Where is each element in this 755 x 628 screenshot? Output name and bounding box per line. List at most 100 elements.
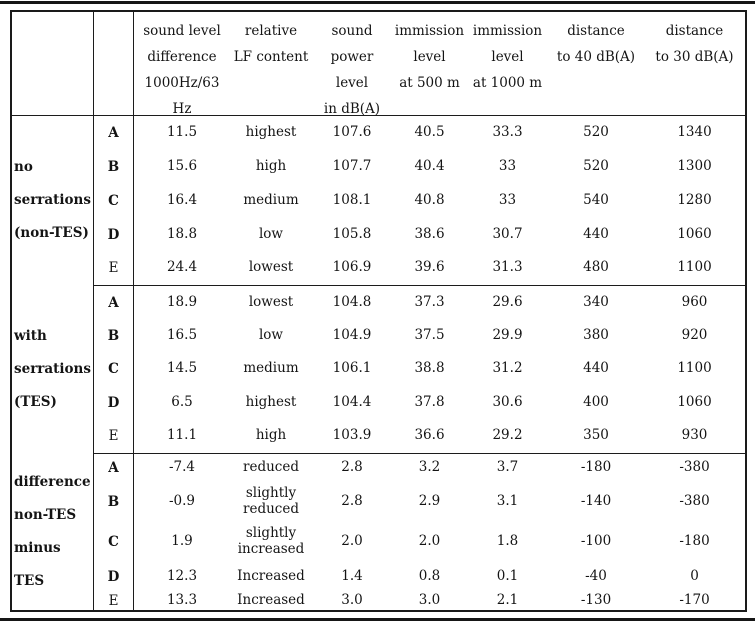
header-sound-power-level: sound power level in dB(A): [312, 12, 392, 117]
value-cell-sound-level-difference: 18.9: [134, 285, 230, 319]
value-cell-distance-to-40-dba: 350: [583, 427, 609, 444]
value-cell-relative-lf-content: highest: [245, 124, 297, 141]
group-label-line: difference: [14, 473, 91, 490]
value-cell-sound-power-level: 104.4: [332, 393, 372, 410]
value-cell-sound-power-level: 106.9: [332, 259, 372, 276]
value-cell-distance-to-30-dba: 920: [681, 326, 708, 343]
value-cell-relative-lf-content: medium: [243, 360, 299, 377]
value-cell-immission-level-1000m: 30.6: [492, 393, 523, 410]
value-cell-relative-lf-content: low: [258, 225, 283, 242]
header-line: to 40 dB(A): [556, 49, 636, 65]
value-cell-relative-lf-content: Increased: [237, 568, 305, 585]
header-line: LF content: [233, 49, 309, 65]
group-label-with-serrations: with serrations (TES): [12, 285, 94, 453]
value-cell-sound-power-level: 108.1: [332, 192, 372, 209]
value-cell-sound-level-difference: 16.5: [166, 326, 198, 343]
group-label-difference-non-tes-minus-tes: difference non-TES minus TES: [12, 453, 94, 610]
value-cell-immission-level-1000m: 1.8: [496, 533, 519, 550]
value-cell-immission-level-500m: 40.4: [414, 158, 445, 175]
value-cell-sound-power-level: 107.7: [332, 158, 372, 175]
value-cell-sound-power-level: 2.8: [341, 492, 363, 509]
header-line: 1000Hz/63 Hz: [144, 75, 220, 117]
value-cell-relative-lf-content: medium: [243, 192, 299, 209]
value-cell-sound-power-level: 3.0: [341, 591, 363, 608]
value-cell-sound-power-level: 107.6: [332, 124, 372, 141]
value-cell-immission-level-1000m: 3.1: [496, 492, 519, 509]
value-cell-immission-level-1000m: 30.7: [492, 225, 523, 242]
value-cell-immission-level-500m: 38.6: [414, 225, 445, 242]
value-cell-distance-to-40-dba: 380: [583, 326, 609, 343]
header-line: sound: [331, 23, 373, 39]
row-letter-no-serrations: B: [94, 150, 134, 184]
value-cell-sound-power-level: 1.4: [341, 568, 363, 585]
value-cell-distance-to-30-dba: -180: [679, 533, 710, 550]
header-immission-level-500m: immission level at 500 m: [392, 12, 467, 116]
group-label-line: serrations: [14, 192, 91, 208]
corner-cell-group-column: [12, 12, 94, 116]
value-cell-distance-to-30-dba: 960: [644, 285, 745, 319]
value-cell-immission-level-500m: 40.8: [414, 192, 445, 209]
value-cell-distance-to-30-dba: 1060: [677, 393, 712, 410]
value-cell-sound-level-difference: 18.8: [166, 225, 198, 242]
value-cell-immission-level-500m: 2.0: [418, 533, 441, 550]
value-cell-sound-level-difference: 13.3: [166, 591, 198, 608]
value-cell-immission-level-500m: 37.3: [392, 285, 467, 319]
value-cell-sound-power-level: 2.0: [341, 533, 363, 550]
value-cell-relative-lf-content: high: [255, 427, 287, 444]
value-cell-distance-to-40-dba: 340: [548, 285, 644, 319]
value-cell-sound-level-difference: 11.1: [166, 427, 198, 444]
value-cell-distance-to-30-dba: 1100: [677, 360, 712, 377]
row-letter-with-serrations: B: [94, 319, 134, 352]
value-cell-sound-level-difference: -7.4: [134, 453, 230, 482]
value-cell-distance-to-30-dba: -170: [679, 591, 710, 608]
header-line: sound level: [143, 23, 221, 39]
value-cell-immission-level-500m: 0.8: [418, 568, 441, 585]
header-line: level: [491, 49, 524, 65]
value-cell-relative-lf-content: reduced: [230, 453, 312, 482]
value-cell-distance-to-30-dba: 930: [681, 427, 708, 444]
acoustics-results-table: sound level difference 1000Hz/63 Hz relativ…: [10, 10, 747, 612]
value-cell-sound-level-difference: 12.3: [166, 568, 198, 585]
group-label-no-serrations: no serrations (non-TES): [12, 116, 94, 285]
value-cell-sound-level-difference: 15.6: [166, 158, 198, 175]
value-cell-immission-level-500m: 36.6: [414, 427, 445, 444]
header-sound-level-difference: sound level difference 1000Hz/63 Hz: [134, 12, 230, 117]
header-distance-to-30-dba: distance to 30 dB(A): [644, 12, 745, 116]
value-cell-distance-to-30-dba: 1300: [677, 158, 712, 175]
value-cell-relative-lf-content: slightly reduced: [243, 484, 299, 517]
corner-cell-variant-column: [94, 12, 134, 116]
value-cell-distance-to-40-dba: 520: [583, 158, 609, 175]
header-line: immission: [394, 23, 465, 39]
row-letter-no-serrations: C: [94, 184, 134, 218]
value-cell-relative-lf-content: highest: [245, 393, 297, 410]
value-cell-distance-to-30-dba: 1340: [677, 124, 712, 141]
header-line: difference: [147, 49, 217, 65]
value-cell-sound-level-difference: 1.9: [171, 533, 193, 550]
value-cell-distance-to-40-dba: 480: [583, 259, 609, 276]
value-cell-distance-to-30-dba: 0: [690, 568, 699, 585]
header-line: relative: [244, 23, 298, 39]
value-cell-immission-level-1000m: 33: [498, 158, 517, 175]
row-letter-with-serrations: E: [94, 419, 134, 453]
header-line: in dB(A): [323, 101, 381, 117]
value-cell-relative-lf-content: lowest: [230, 285, 312, 319]
header-line: level: [335, 75, 369, 91]
bottom-rule: [0, 618, 755, 621]
header-distance-to-40-dba: distance to 40 dB(A): [548, 12, 644, 116]
value-cell-distance-to-30-dba: -380: [679, 492, 710, 509]
value-cell-immission-level-1000m: 0.1: [496, 568, 519, 585]
value-cell-relative-lf-content: lowest: [248, 259, 294, 276]
header-line: power: [330, 49, 374, 65]
top-rule: [0, 1, 755, 4]
value-cell-immission-level-500m: 2.9: [418, 492, 441, 509]
value-cell-immission-level-1000m: 29.9: [492, 326, 523, 343]
header-immission-level-1000m: immission level at 1000 m: [467, 12, 548, 116]
value-cell-distance-to-40-dba: -40: [585, 568, 607, 585]
row-letter-difference-non-tes-minus-tes: D: [94, 563, 134, 591]
value-cell-immission-level-1000m: 31.2: [492, 360, 523, 377]
value-cell-distance-to-40-dba: 400: [583, 393, 609, 410]
value-cell-sound-level-difference: 24.4: [166, 259, 198, 276]
header-line: distance: [567, 23, 625, 39]
value-cell-sound-level-difference: 11.5: [166, 124, 198, 141]
